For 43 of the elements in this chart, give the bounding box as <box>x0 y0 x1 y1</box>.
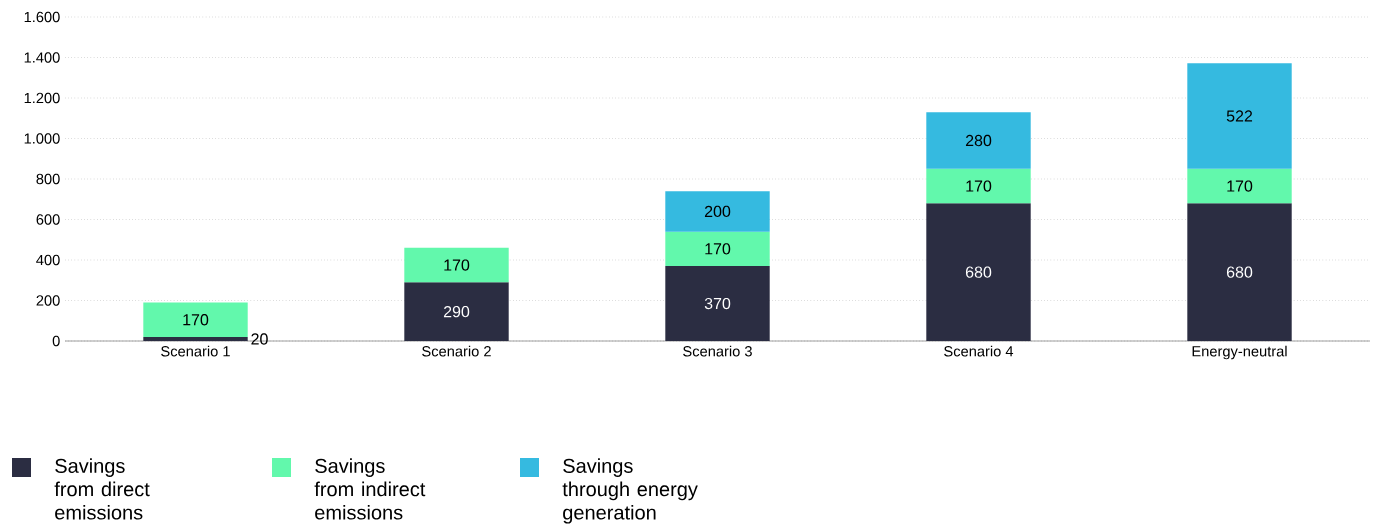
bar <box>926 168 1031 204</box>
data-label: 290 <box>443 305 470 318</box>
data-label: 170 <box>705 243 731 255</box>
bar <box>1187 63 1292 169</box>
y-tick-label: 1.400 <box>24 52 60 63</box>
data-label: 370 <box>704 297 731 310</box>
y-tick-label: 600 <box>36 214 60 225</box>
bar <box>926 203 1031 341</box>
data-label: 680 <box>965 266 992 278</box>
bar <box>665 231 770 267</box>
y-tick-label: 200 <box>36 295 60 306</box>
bar <box>665 266 770 341</box>
data-label: 522 <box>1226 110 1253 122</box>
bar <box>1187 168 1292 204</box>
legend-label: Savings through energy generation <box>562 458 698 524</box>
bar <box>1187 203 1292 341</box>
bar <box>665 191 770 232</box>
bar <box>404 247 509 283</box>
data-label: 280 <box>965 134 992 147</box>
y-tick-label: 1.000 <box>24 133 60 144</box>
x-tick-label: Scenario 1 <box>161 345 230 357</box>
bar <box>143 336 248 341</box>
bar <box>926 112 1031 169</box>
y-tick-label: 0 <box>52 335 60 347</box>
data-label: 200 <box>704 205 731 218</box>
legend-label: Savings from direct emissions <box>54 458 150 520</box>
data-label: 170 <box>444 259 470 271</box>
x-tick-label: Scenario 3 <box>683 345 752 357</box>
legend-label: Savings from indirect emissions <box>314 458 426 520</box>
data-label: 170 <box>1227 180 1253 192</box>
data-label: 170 <box>966 180 992 192</box>
data-label: 680 <box>1226 266 1253 278</box>
bar <box>143 302 248 337</box>
y-tick-label: 800 <box>36 173 60 185</box>
y-tick-label: 400 <box>36 254 60 266</box>
x-tick-label: Scenario 4 <box>944 345 1014 357</box>
x-tick-label: Energy-neutral <box>1192 345 1287 360</box>
y-tick-label: 1.600 <box>24 11 60 23</box>
bar <box>404 282 509 341</box>
data-label: 20 <box>251 333 268 345</box>
y-tick-label: 1.200 <box>24 92 60 104</box>
x-tick-label: Scenario 2 <box>422 345 491 357</box>
data-label: 170 <box>183 314 209 326</box>
